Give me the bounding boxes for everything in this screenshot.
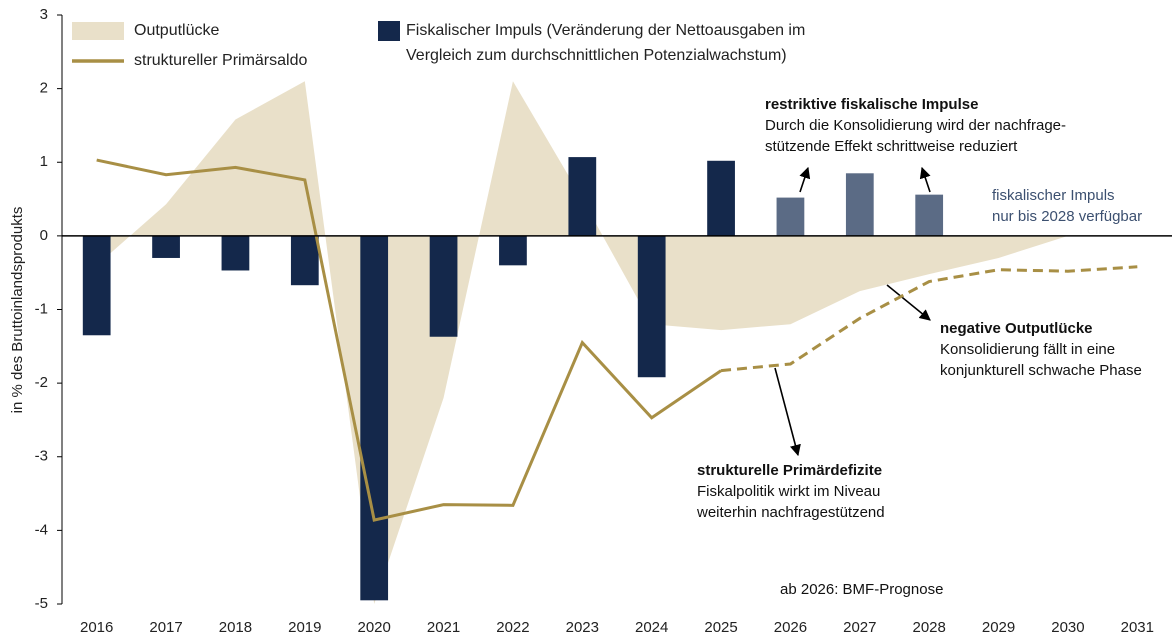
bar-layer [82,157,944,601]
y-tick-label: -2 [35,374,48,391]
y-tick-label: -5 [35,595,48,612]
annotation-text: ab 2026: BMF-Prognose [780,581,943,598]
x-tick-label: 2020 [358,619,391,636]
y-tick-label: 0 [40,227,48,244]
annotation-text: konjunkturell schwache Phase [940,362,1142,379]
line [96,158,722,522]
bar [290,235,319,286]
arrows [774,166,931,457]
x-tick-label: 2029 [982,619,1015,636]
annotation-title: restriktive fiskalische Impulse [765,96,978,113]
legend-swatch [72,22,124,40]
bar [776,197,805,236]
x-tick-label: 2022 [496,619,529,636]
bar [221,235,250,271]
y-tick-label: 2 [40,80,48,97]
legend-label: Outputlücke [134,22,219,39]
bar [637,235,666,378]
x-tick-label: 2018 [219,619,252,636]
legend-label: struktureller Primärsaldo [134,52,307,69]
y-tick-label: -3 [35,448,48,465]
bar [915,194,944,236]
bar [152,235,180,258]
y-tick-label: 3 [40,6,48,23]
annotation-text: nur bis 2028 verfügbar [992,208,1142,225]
x-tick-label: 2026 [774,619,807,636]
x-tick-label: 2023 [566,619,599,636]
line-layer [96,158,1138,522]
x-tick-label: 2027 [843,619,876,636]
line-forecast [720,265,1138,373]
y-tick-label: 1 [40,153,48,170]
bar [568,157,597,236]
x-tick-label: 2031 [1121,619,1154,636]
y-axis-label: in % des Bruttoinlandsprodukts [9,207,26,414]
annotation-text: fiskalischer Impuls [992,187,1115,204]
x-tick-label: 2021 [427,619,460,636]
annotation-text: Fiskalpolitik wirkt im Niveau [697,483,880,500]
legend-label: Vergleich zum durchschnittlichen Potenzi… [406,47,787,64]
bar [429,235,458,337]
bar [82,235,111,336]
x-tick-label: 2028 [913,619,946,636]
x-tick-label: 2017 [149,619,182,636]
bar [360,235,389,601]
annotation-title: strukturelle Primärdefizite [697,462,882,479]
x-tick-label: 2030 [1051,619,1084,636]
bar [707,160,735,236]
x-tick-label: 2016 [80,619,113,636]
annotation-text: Durch die Konsolidierung wird der nachfr… [765,117,1066,134]
annotation-text: stützende Effekt schrittweise reduziert [765,138,1018,155]
bar [845,173,874,236]
y-tick-label: -4 [35,521,48,538]
annotation-text: Konsolidierung fällt in eine [940,341,1115,358]
y-tick-label: -1 [35,300,48,317]
annotation-text: weiterhin nachfragestützend [696,504,885,521]
bar [499,235,527,266]
legend-swatch [378,21,400,41]
annotation-title: negative Outputlücke [940,320,1093,337]
legend: Outputlücke Fiskalischer Impuls (Veränder… [72,21,805,69]
legend-label: Fiskalischer Impuls (Veränderung der Net… [406,22,805,39]
x-tick-label: 2024 [635,619,668,636]
x-tick-label: 2025 [704,619,737,636]
x-tick-label: 2019 [288,619,321,636]
